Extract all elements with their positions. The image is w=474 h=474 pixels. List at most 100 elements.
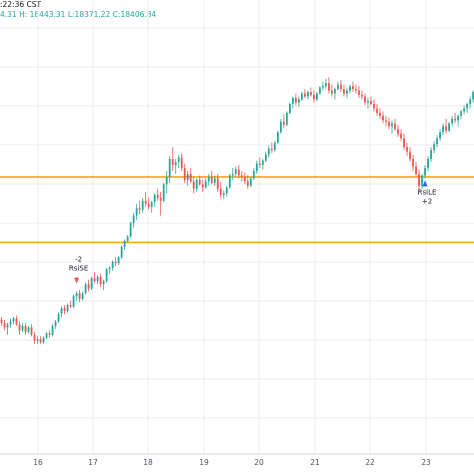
candle-body — [273, 142, 276, 151]
candle-body — [201, 184, 204, 188]
header-prefix: 4.31 H: — [0, 10, 28, 19]
x-tick-label: 20 — [254, 458, 264, 467]
candle-body — [297, 99, 300, 103]
candle-body — [403, 138, 405, 148]
header-low-value: 18371.22 — [74, 10, 111, 19]
candle-body — [15, 318, 18, 325]
candle-body — [370, 100, 372, 104]
candle-body — [105, 269, 108, 282]
candle-body — [189, 173, 192, 182]
x-tick-label: 18 — [143, 458, 153, 467]
candle-body — [66, 305, 69, 311]
vertical-gridlines — [37, 0, 427, 454]
candle-body — [171, 159, 174, 166]
candle-body — [102, 281, 105, 285]
candles — [0, 77, 474, 344]
candle-body — [382, 115, 384, 121]
level-lines — [0, 176, 474, 244]
candle-body — [6, 324, 9, 328]
candle-body — [346, 90, 348, 94]
candle-body — [270, 148, 273, 151]
x-tick-label: 16 — [33, 458, 43, 467]
candle-body — [427, 159, 429, 168]
candle-body — [48, 333, 51, 335]
horizontal-gridlines — [0, 27, 474, 419]
candle-body — [334, 89, 336, 94]
candle-body — [69, 305, 72, 307]
candle-body — [306, 92, 309, 97]
candle-body — [331, 90, 333, 94]
candle-body — [126, 236, 129, 241]
candle-body — [234, 169, 237, 174]
signal-label-bottom: RsiSE — [69, 265, 88, 273]
candle-body — [279, 121, 282, 133]
candle-body — [406, 147, 408, 152]
candle-body — [81, 293, 84, 300]
candle-body — [355, 89, 357, 91]
candle-body — [180, 157, 183, 168]
candle-body — [337, 84, 339, 90]
buy-arrow-icon — [422, 180, 428, 187]
candle-body — [132, 215, 135, 224]
candle-body — [400, 133, 402, 139]
candle-body — [75, 293, 78, 297]
candle-body — [418, 173, 420, 186]
candle-body — [225, 187, 228, 194]
candle-body — [192, 181, 195, 189]
candle-body — [135, 208, 138, 216]
candle-body — [30, 327, 33, 335]
candle-body — [319, 87, 321, 94]
candle-body — [45, 333, 48, 338]
candle-body — [24, 325, 27, 332]
candle-body — [213, 178, 216, 183]
candle-body — [165, 176, 168, 185]
candle-body — [186, 173, 189, 180]
candle-body — [445, 126, 447, 131]
signal-label-top: RsiLE — [418, 188, 437, 196]
candle-body — [231, 173, 234, 176]
candle-body — [60, 308, 63, 314]
candle-body — [442, 126, 444, 133]
candle-body — [421, 175, 423, 186]
candle-body — [255, 163, 258, 171]
candle-body — [54, 321, 57, 326]
candle-body — [246, 181, 249, 186]
candle-body — [376, 108, 378, 113]
candle-body — [288, 103, 291, 113]
candle-body — [12, 318, 15, 322]
candle-body — [240, 175, 243, 177]
candle-body — [415, 166, 417, 174]
candle-body — [204, 181, 207, 188]
candle-body — [42, 337, 45, 343]
candle-body — [96, 276, 99, 282]
candle-body — [138, 208, 141, 210]
candle-body — [397, 129, 399, 134]
signal-label-bottom: +2 — [422, 197, 432, 205]
candle-body — [325, 83, 327, 87]
candle-body — [111, 261, 114, 268]
candle-body — [261, 160, 264, 166]
candle-body — [264, 154, 267, 161]
candle-body — [436, 138, 438, 145]
candle-body — [282, 121, 285, 125]
x-tick-label: 23 — [421, 458, 431, 467]
candle-body — [303, 93, 306, 97]
signal-label-top: -2 — [75, 256, 82, 264]
candle-body — [114, 261, 117, 264]
candle-body — [207, 176, 210, 182]
candle-body — [210, 176, 213, 183]
candle-body — [120, 246, 123, 258]
header-close-label: C: — [112, 10, 121, 19]
candle-body — [228, 175, 231, 188]
candle-body — [168, 159, 171, 177]
candle-body — [117, 257, 120, 264]
candle-body — [144, 200, 147, 204]
candle-body — [312, 94, 315, 100]
candle-body — [87, 284, 90, 289]
header-low-label: L: — [67, 10, 75, 19]
candle-body — [150, 202, 153, 207]
candle-body — [162, 184, 165, 201]
candle-body — [276, 132, 279, 143]
